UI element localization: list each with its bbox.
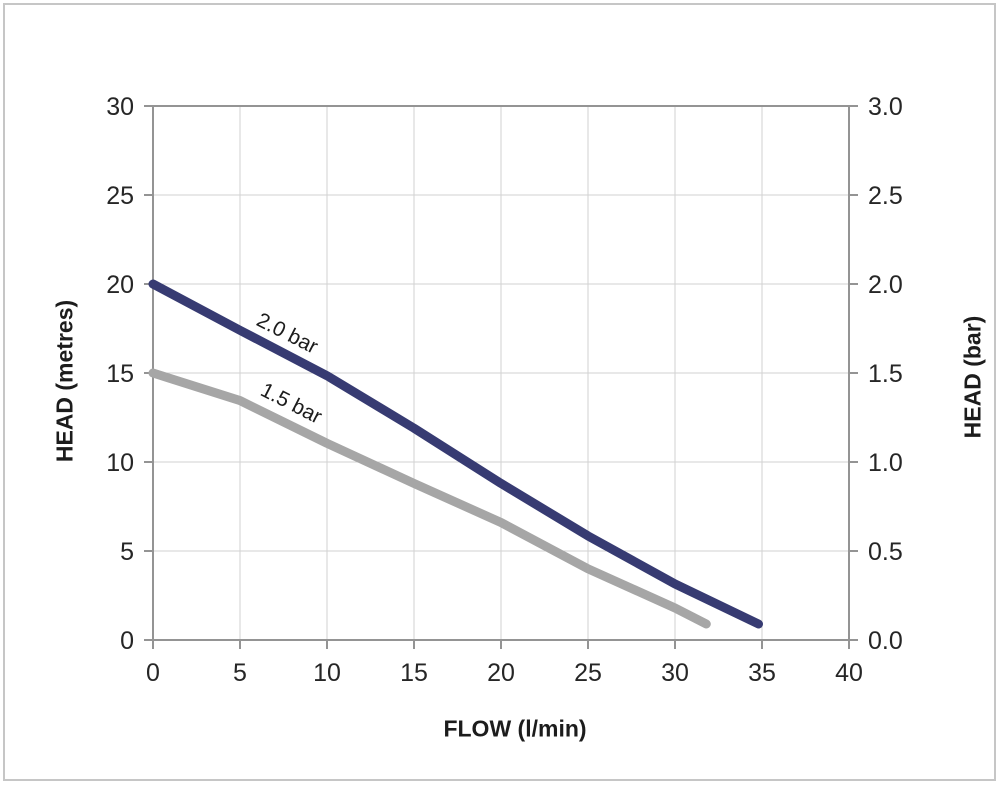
series-line-1-5-bar (148, 368, 711, 629)
y-right-tick-label: 3.0 (868, 93, 903, 121)
y-right-tick-label: 1.0 (868, 449, 903, 477)
y-right-tick-label: 0.0 (868, 627, 903, 655)
x-tick-label: 0 (146, 659, 160, 687)
y-left-tick-label: 10 (106, 449, 134, 477)
y-left-tick-label: 0 (120, 627, 134, 655)
right-y-axis-title: HEAD (bar) (959, 315, 986, 439)
curve-label-2-0-bar: 2.0 bar (252, 308, 322, 359)
y-left-tick-label: 5 (120, 538, 134, 566)
y-left-tick-label: 30 (106, 93, 134, 121)
y-left-tick-label: 15 (106, 360, 134, 388)
x-tick-label: 15 (400, 659, 428, 687)
x-tick-label: 40 (835, 659, 863, 687)
y-right-tick-label: 1.5 (868, 360, 903, 388)
series-line-2-0-bar (148, 279, 763, 629)
x-axis-title: FLOW (l/min) (443, 715, 587, 742)
x-tick-label: 20 (487, 659, 515, 687)
y-left-tick-label: 25 (106, 182, 134, 210)
curve-label-1-5-bar: 1.5 bar (256, 378, 326, 429)
x-tick-label: 30 (661, 659, 689, 687)
left-y-axis-title: HEAD (metres) (51, 299, 78, 463)
x-tick-label: 25 (574, 659, 602, 687)
y-right-tick-label: 0.5 (868, 538, 903, 566)
x-tick-label: 35 (748, 659, 776, 687)
y-right-tick-label: 2.0 (868, 271, 903, 299)
y-left-tick-label: 20 (106, 271, 134, 299)
x-tick-label: 5 (233, 659, 247, 687)
x-tick-label: 10 (313, 659, 341, 687)
y-right-tick-label: 2.5 (868, 182, 903, 210)
